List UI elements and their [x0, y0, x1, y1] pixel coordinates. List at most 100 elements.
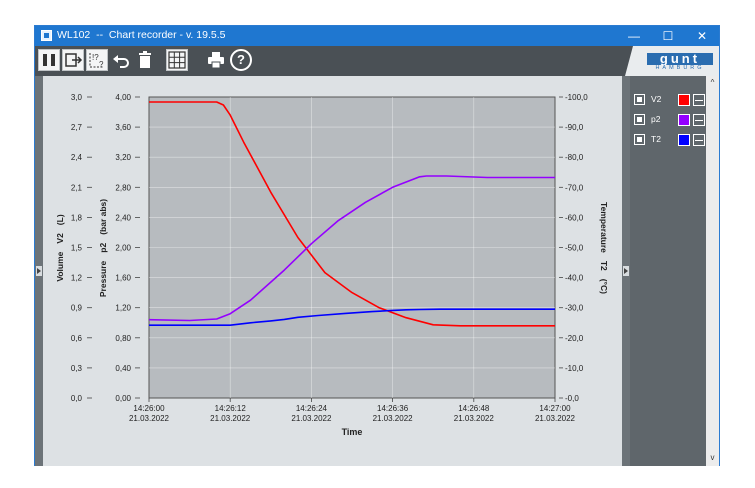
temperature-tick-label: -20,0 [565, 334, 584, 343]
legend-panel: V2 p2 T2 [630, 76, 706, 466]
series-color-swatch[interactable] [678, 114, 690, 126]
date-tick-label: 21.03.2022 [454, 414, 495, 423]
pressure-tick-label: 2,80 [115, 183, 131, 192]
temperature-tick-label: -60,0 [565, 213, 584, 222]
temperature-tick-label: -10,0 [565, 364, 584, 373]
pause-button[interactable] [38, 49, 60, 71]
pressure-tick-label: 1,20 [115, 304, 131, 313]
volume-axis-label: VolumeV2(L) [55, 214, 65, 282]
pressure-tick-label: 3,20 [115, 153, 131, 162]
series-line-v2 [149, 101, 555, 327]
pressure-tick-label: 2,00 [115, 244, 131, 253]
grid-icon [168, 51, 186, 69]
temperature-tick-label: -70,0 [565, 183, 584, 192]
toolbar: !?? ? [35, 46, 719, 76]
undo-icon [113, 55, 129, 68]
temperature-tick-label: -50,0 [565, 244, 584, 253]
expand-left-icon[interactable] [36, 266, 42, 276]
undo-button[interactable] [110, 49, 132, 71]
app-icon [41, 30, 52, 41]
temperature-tick-label: -30,0 [565, 304, 584, 313]
visibility-checkbox[interactable] [634, 114, 645, 125]
logo-subtitle: HAMBURG [655, 65, 705, 71]
series-line-t2 [149, 308, 555, 326]
svg-text:!?: !? [92, 53, 99, 62]
legend-label: p2 [651, 114, 661, 124]
line-style-button[interactable] [693, 134, 705, 146]
export-icon [65, 53, 83, 67]
line-style-button[interactable] [693, 94, 705, 106]
time-tick-label: 14:26:00 [133, 404, 165, 413]
pressure-tick-label: 2,40 [115, 213, 131, 222]
date-tick-label: 21.03.2022 [129, 414, 170, 423]
svg-text:?: ? [99, 60, 104, 69]
volume-tick-label: 0,0 [71, 394, 83, 403]
series-line-p2 [148, 175, 555, 322]
date-tick-label: 21.03.2022 [535, 414, 576, 423]
x-axis-label: Time [342, 427, 363, 437]
volume-tick-label: 3,0 [71, 93, 83, 102]
printer-icon [208, 52, 224, 69]
volume-tick-label: 0,3 [71, 364, 83, 373]
time-tick-label: 14:27:00 [539, 404, 571, 413]
pressure-tick-label: 0,40 [115, 364, 131, 373]
grid-toggle-button[interactable] [166, 49, 188, 71]
line-style-button[interactable] [693, 114, 705, 126]
delete-button[interactable] [134, 49, 156, 71]
volume-tick-label: 0,9 [71, 304, 83, 313]
trash-icon [139, 51, 151, 68]
legend-label: T2 [651, 134, 661, 144]
expand-right-icon[interactable] [623, 266, 629, 276]
pause-icon [43, 54, 55, 66]
title-bar: WL102 -- Chart recorder - v. 19.5.5 — ☐ … [35, 26, 719, 46]
time-tick-label: 14:26:48 [458, 404, 490, 413]
date-tick-label: 21.03.2022 [291, 414, 332, 423]
volume-tick-label: 2,7 [71, 123, 83, 132]
legend-row-t2: T2 [630, 134, 706, 148]
context-help-button[interactable]: !?? [86, 49, 108, 71]
vertical-scrollbar[interactable]: ^ v [706, 76, 719, 466]
scroll-up-icon[interactable]: ^ [710, 78, 715, 87]
left-collapse-strip[interactable] [35, 76, 43, 466]
volume-tick-label: 0,6 [71, 334, 83, 343]
visibility-checkbox[interactable] [634, 94, 645, 105]
gunt-logo: gunt HAMBURG [647, 52, 713, 71]
temperature-tick-label: -80,0 [565, 153, 584, 162]
pressure-tick-label: 3,60 [115, 123, 131, 132]
series-color-swatch[interactable] [678, 94, 690, 106]
print-button[interactable] [205, 49, 227, 71]
close-button[interactable]: ✕ [696, 29, 708, 43]
temperature-tick-label: -40,0 [565, 274, 584, 283]
temperature-tick-label: -100,0 [565, 93, 588, 102]
temperature-axis-label: TemperatureT2(°C) [599, 202, 609, 294]
chart: 0,0 0,3 0,6 0,9 1,2 1,5 1,8 2,1 2,4 2,7 3,0 0,00 0,4… [55, 93, 609, 437]
legend-row-p2: p2 [630, 114, 706, 128]
pressure-tick-label: 0,80 [115, 334, 131, 343]
volume-tick-label: 2,1 [71, 183, 83, 192]
visibility-checkbox[interactable] [634, 134, 645, 145]
series-color-swatch[interactable] [678, 134, 690, 146]
volume-tick-label: 1,8 [71, 213, 83, 222]
temperature-tick-label: -90,0 [565, 123, 584, 132]
legend-row-v2: V2 [630, 94, 706, 108]
temperature-tick-label: -0,0 [565, 394, 579, 403]
panel-splitter[interactable] [622, 76, 630, 466]
date-tick-label: 21.03.2022 [373, 414, 414, 423]
time-tick-label: 14:26:36 [377, 404, 409, 413]
pressure-axis-label: Pressurep2(bar abs) [98, 199, 108, 297]
volume-tick-label: 1,5 [71, 244, 83, 253]
pressure-tick-label: 4,00 [115, 93, 131, 102]
chart-panel: 0,0 0,3 0,6 0,9 1,2 1,5 1,8 2,1 2,4 2,7 3,0 0,00 0,4… [43, 76, 622, 466]
window-title: WL102 -- Chart recorder - v. 19.5.5 [57, 29, 226, 41]
legend-label: V2 [651, 94, 662, 104]
scroll-down-icon[interactable]: v [710, 453, 715, 462]
export-button[interactable] [62, 49, 84, 71]
maximize-button[interactable]: ☐ [662, 29, 674, 43]
logo-brand: gunt [647, 52, 713, 65]
context-help-icon: !?? [89, 53, 104, 69]
time-tick-label: 14:26:12 [215, 404, 247, 413]
minimize-button[interactable]: — [628, 29, 640, 43]
date-tick-label: 21.03.2022 [210, 414, 251, 423]
help-button[interactable]: ? [230, 49, 252, 71]
pressure-tick-label: 1,60 [115, 274, 131, 283]
